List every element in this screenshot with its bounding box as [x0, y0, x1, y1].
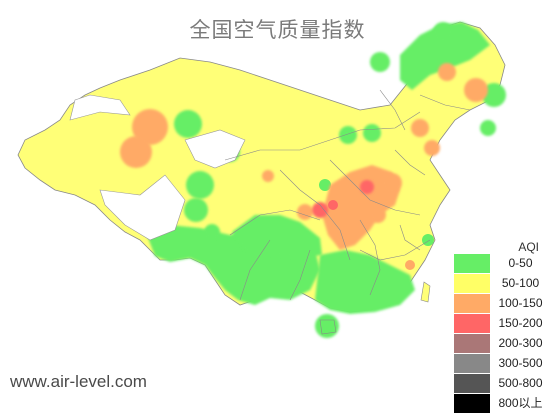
legend-item: 800以上: [454, 394, 551, 414]
legend-item: 300-500: [454, 354, 551, 374]
map-title: 全国空气质量指数: [189, 18, 366, 42]
legend-label: 500-800: [490, 374, 551, 393]
legend-swatch: [454, 394, 490, 413]
legend-item: 50-100: [454, 274, 551, 294]
legend-label: 0-50: [490, 254, 551, 273]
hainan-island: [319, 319, 337, 335]
legend-item: 100-150: [454, 294, 551, 314]
legend-swatch: [454, 274, 490, 293]
region-orange-central: [322, 165, 400, 250]
legend-swatch: [454, 374, 490, 393]
region-nodata-west: [99, 174, 186, 241]
legend-label: 300-500: [490, 354, 551, 373]
legend-swatch: [454, 314, 490, 333]
region-green-northeast: [400, 22, 490, 90]
aqi-legend: AQI 0-50 50-100 100-150 150-200 200-300 …: [454, 240, 551, 414]
legend-swatch: [454, 254, 490, 273]
region-green-south: [315, 250, 415, 314]
legend-label: 800以上: [490, 394, 551, 413]
legend-label: 150-200: [490, 314, 551, 333]
taiwan-island: [420, 281, 431, 303]
legend-swatch: [454, 354, 490, 373]
legend-label: 200-300: [490, 334, 551, 353]
legend-title: AQI: [518, 240, 539, 254]
legend-item: 150-200: [454, 314, 551, 334]
legend-swatch: [454, 294, 490, 313]
legend-item: 500-800: [454, 374, 551, 394]
legend-item: 200-300: [454, 334, 551, 354]
china-aqi-map: [17, 21, 506, 338]
legend-item: 0-50: [454, 254, 551, 274]
legend-label: 50-100: [490, 274, 551, 293]
province-boundaries: [224, 89, 471, 301]
legend-swatch: [454, 334, 490, 353]
region-nodata-xinjiang: [69, 94, 131, 121]
legend-label: 100-150: [490, 294, 551, 313]
region-green-west: [232, 215, 322, 258]
watermark-text: www.air-level.com: [10, 372, 147, 391]
